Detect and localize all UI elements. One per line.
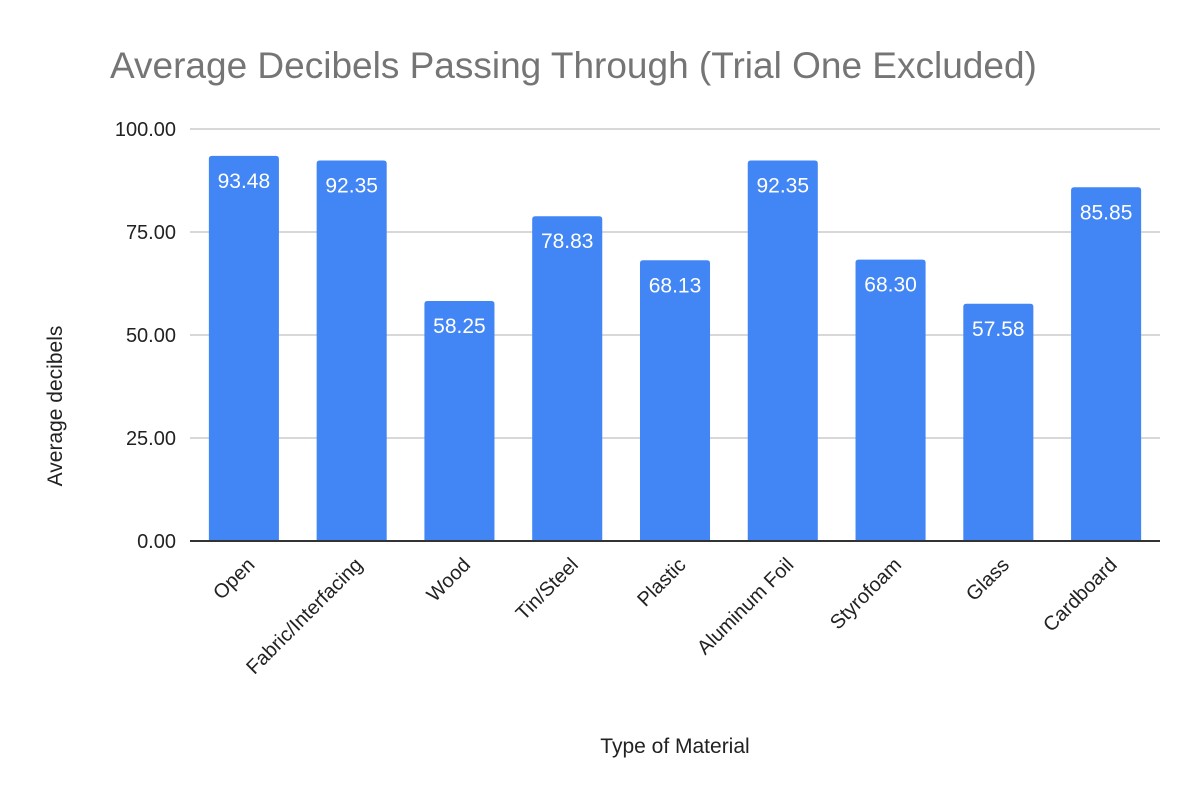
bar bbox=[747, 160, 818, 541]
x-tick-label: Plastic bbox=[633, 554, 690, 611]
data-label: 68.30 bbox=[864, 274, 917, 297]
y-axis-label: Average decibels bbox=[44, 326, 67, 487]
y-tick-labels: 0.00 25.00 50.00 75.00 100.00 bbox=[115, 119, 176, 553]
y-tick-label: 25.00 bbox=[126, 428, 176, 450]
bar bbox=[424, 301, 495, 541]
y-tick-label: 0.00 bbox=[137, 531, 176, 553]
bar bbox=[1071, 187, 1142, 541]
x-tick-label: Glass bbox=[962, 554, 1014, 606]
x-tick-label: Cardboard bbox=[1039, 554, 1121, 636]
y-tick-label: 75.00 bbox=[126, 222, 176, 244]
bar bbox=[532, 216, 603, 541]
x-tick-label: Wood bbox=[423, 554, 475, 606]
data-label: 92.35 bbox=[756, 175, 809, 198]
bar bbox=[963, 303, 1034, 541]
data-label: 68.13 bbox=[649, 274, 702, 297]
x-tick-label: Fabric/Interfacing bbox=[242, 554, 367, 679]
data-labels: 93.48 92.35 58.25 78.83 68.13 92.35 68.30 57.58… bbox=[218, 170, 1133, 341]
x-tick-label: Aluminum Foil bbox=[693, 554, 798, 659]
data-label: 57.58 bbox=[972, 318, 1025, 341]
y-tick-label: 50.00 bbox=[126, 325, 176, 347]
data-label: 92.35 bbox=[325, 175, 378, 198]
bar bbox=[316, 160, 387, 541]
data-label: 58.25 bbox=[433, 315, 486, 338]
chart-title: Average Decibels Passing Through (Trial … bbox=[110, 45, 1037, 86]
x-tick-label: Styrofoam bbox=[826, 554, 906, 634]
data-label: 85.85 bbox=[1080, 201, 1133, 224]
bar bbox=[855, 259, 926, 541]
x-axis-label: Type of Material bbox=[600, 735, 749, 758]
x-tick-label: Open bbox=[209, 554, 259, 604]
data-label: 93.48 bbox=[218, 170, 271, 193]
bars bbox=[208, 155, 1142, 541]
bar bbox=[208, 155, 279, 541]
bar bbox=[639, 260, 711, 541]
data-label: 78.83 bbox=[541, 230, 594, 253]
x-tick-label: Tin/Steel bbox=[512, 554, 583, 625]
y-tick-label: 100.00 bbox=[115, 119, 176, 141]
